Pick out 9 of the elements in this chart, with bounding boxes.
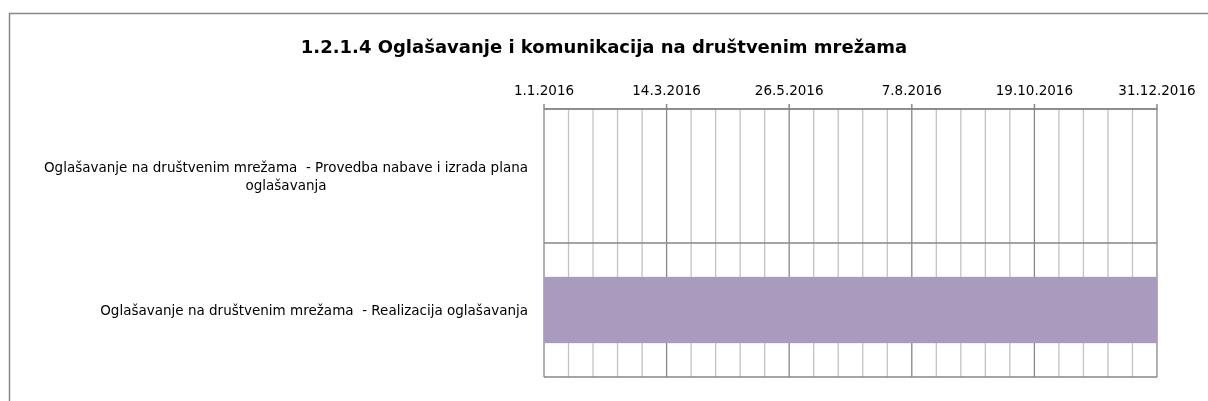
y-tick-label: Oglašavanje na društvenim mrežama - Provedba nabave i izrada plana oglašavanja (43, 158, 528, 194)
x-tick-label: 1.1.2016 (513, 82, 575, 98)
x-tick-label: 19.10.2016 (995, 82, 1074, 98)
x-tick-label: 7.8.2016 (881, 82, 942, 98)
chart-title: 1.2.1.4 Oglašavanje i komunikacija na društvenim mrežama (300, 36, 908, 57)
x-tick-label: 31.12.2016 (1118, 82, 1196, 98)
x-tick-label: 14.3.2016 (632, 82, 701, 98)
x-tick-label: 26.5.2016 (754, 82, 824, 98)
y-tick-label: Oglašavanje na društvenim mrežama - Realizacija oglašavanja (100, 301, 528, 318)
